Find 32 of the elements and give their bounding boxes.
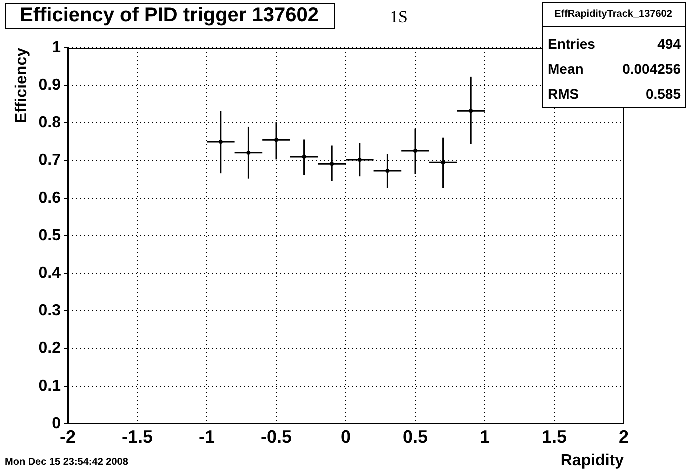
- y-tick-label: 0.7: [38, 152, 62, 170]
- x-tick-label: 2: [618, 426, 630, 447]
- x-tick-label: -1.5: [122, 426, 154, 447]
- x-axis-title: Rapidity: [560, 452, 624, 470]
- x-tick-label: -2: [60, 426, 76, 447]
- y-tick-label: 0.8: [38, 114, 62, 132]
- y-tick-label: 0.4: [38, 265, 62, 282]
- x-tick-label: 0.5: [402, 426, 428, 447]
- x-tick-label: -0.5: [260, 426, 292, 447]
- y-tick-label: 0.2: [38, 340, 62, 358]
- x-tick-label: -1: [198, 426, 216, 447]
- y-tick-label: 1: [52, 39, 62, 56]
- y-tick-label: 0.5: [38, 227, 62, 244]
- x-tick-label: 1.5: [542, 426, 568, 447]
- text: 0.585: [646, 86, 682, 102]
- y-tick-label: 0.6: [38, 190, 62, 207]
- chart-title: Efficiency of PID trigger 137602: [20, 4, 320, 27]
- annotation: Mean: [548, 60, 584, 77]
- y-tick-label: 0.1: [38, 378, 62, 395]
- text: 1S: [390, 7, 408, 26]
- text: EffRapidityTrack_137602: [554, 8, 673, 20]
- y-axis-title: Efficiency: [13, 48, 30, 124]
- annotation: RMS: [548, 86, 580, 102]
- y-tick-label: 0.9: [38, 77, 62, 94]
- x-tick-label: 1: [480, 426, 490, 447]
- y-tick-label: 0.3: [38, 302, 62, 320]
- annotation: Entries: [548, 36, 596, 52]
- text: 494: [658, 36, 682, 52]
- y-tick-label: 0: [52, 415, 62, 432]
- annotation: 0.004256: [622, 60, 682, 77]
- x-tick-label: 0: [340, 426, 352, 447]
- text: Mon Dec 15 23:54:42 2008: [5, 456, 129, 468]
